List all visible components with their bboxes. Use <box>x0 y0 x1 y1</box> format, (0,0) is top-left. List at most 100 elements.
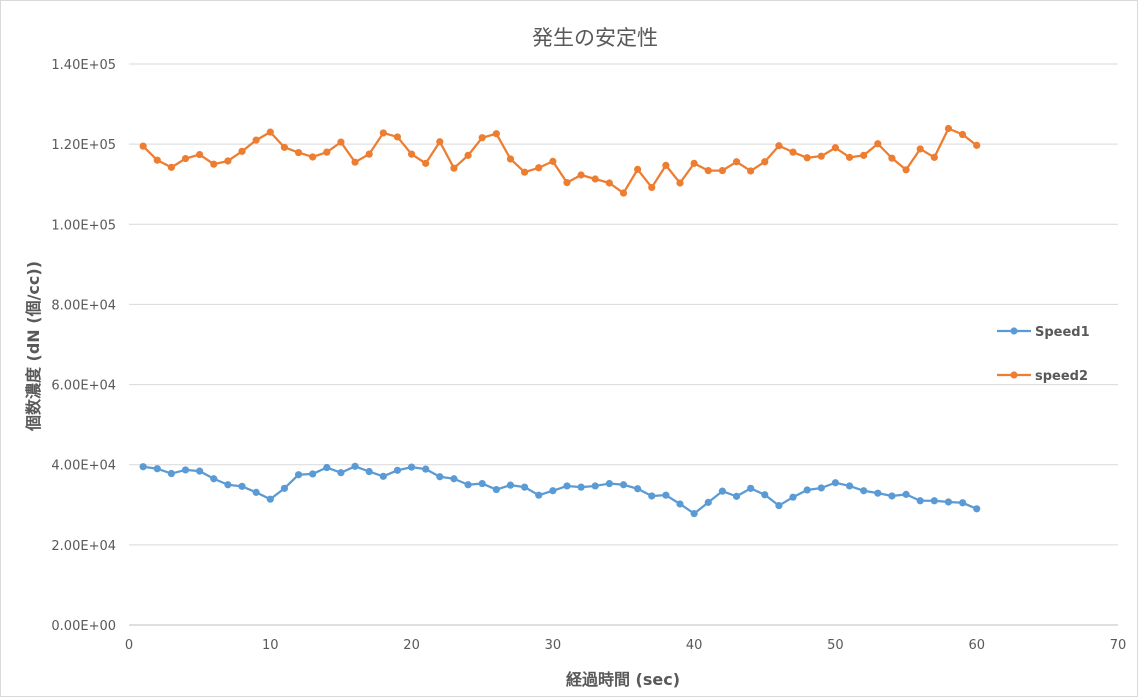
data-point <box>521 168 529 176</box>
data-point <box>407 150 416 158</box>
data-point <box>789 493 797 501</box>
data-point <box>506 155 515 163</box>
data-point <box>266 128 274 136</box>
data-point <box>944 124 953 133</box>
data-point <box>478 479 486 488</box>
data-point <box>775 501 783 510</box>
x-tick-label: 10 <box>262 638 279 653</box>
data-point <box>775 142 783 150</box>
y-axis-label: 個数濃度 (dN (個/cc)) <box>24 261 43 432</box>
data-point <box>704 498 712 506</box>
data-point <box>436 138 444 146</box>
data-point <box>958 130 967 139</box>
data-point <box>280 484 289 492</box>
data-point <box>732 158 741 166</box>
data-point <box>577 483 585 491</box>
data-point <box>761 158 769 166</box>
legend-label: Speed1 <box>1035 325 1090 340</box>
data-point <box>181 466 190 474</box>
data-point <box>153 156 161 164</box>
data-point <box>944 498 953 506</box>
legend-marker <box>1010 327 1018 335</box>
data-point <box>831 479 840 487</box>
data-point <box>252 136 260 144</box>
data-point <box>224 481 232 489</box>
data-point <box>803 486 811 494</box>
data-point <box>874 489 882 497</box>
chart-title: 発生の安定性 <box>532 26 658 50</box>
data-point <box>718 487 727 495</box>
gridlines <box>129 63 1118 546</box>
data-point <box>718 166 727 175</box>
series-line <box>142 465 978 515</box>
data-point <box>704 166 712 175</box>
data-point <box>323 463 331 472</box>
data-point <box>676 500 684 508</box>
x-tick-label: 60 <box>968 638 985 653</box>
data-point <box>210 160 218 168</box>
x-tick-label: 0 <box>125 638 133 653</box>
data-point <box>181 154 190 163</box>
data-point <box>845 482 854 490</box>
data-point <box>492 130 500 138</box>
y-tick-label: 8.00E+04 <box>51 298 116 313</box>
data-point <box>139 463 147 471</box>
data-point <box>874 140 882 148</box>
data-point <box>577 171 585 179</box>
data-point <box>365 467 373 476</box>
data-point <box>648 183 656 192</box>
data-point <box>747 167 755 175</box>
data-point <box>662 161 670 169</box>
y-tick-label: 1.20E+05 <box>51 138 116 153</box>
data-point <box>930 153 938 161</box>
data-point <box>393 133 402 141</box>
data-point <box>365 150 373 158</box>
data-point <box>521 483 529 491</box>
data-point <box>478 134 486 142</box>
data-point <box>323 148 331 156</box>
data-point <box>648 492 656 500</box>
data-point <box>506 481 515 489</box>
data-point <box>958 499 967 507</box>
data-point <box>535 491 543 499</box>
legend-entry-speed1: Speed1 <box>997 325 1090 340</box>
data-point <box>266 495 274 503</box>
data-point <box>761 491 769 499</box>
data-point <box>690 510 698 518</box>
data-point <box>280 143 289 151</box>
data-point <box>605 479 613 488</box>
data-point <box>619 481 628 489</box>
legend-marker <box>1010 371 1018 379</box>
data-point <box>662 491 670 499</box>
data-point <box>619 189 628 197</box>
data-point <box>238 147 246 155</box>
data-point <box>436 473 444 481</box>
data-point <box>379 472 387 480</box>
data-point <box>294 471 303 479</box>
x-tick-label: 70 <box>1110 638 1127 653</box>
data-point <box>535 164 543 172</box>
data-point <box>196 150 204 159</box>
data-point <box>422 465 430 473</box>
x-axis-label: 経過時間 (sec) <box>566 670 680 689</box>
data-point <box>196 467 204 475</box>
data-point <box>634 485 642 493</box>
data-point <box>817 152 825 160</box>
data-point <box>860 487 868 495</box>
data-point <box>817 484 825 492</box>
y-tick-label: 4.00E+04 <box>51 459 116 474</box>
data-point <box>747 484 755 492</box>
data-point <box>422 159 430 167</box>
data-point <box>549 157 557 165</box>
x-tick-label: 40 <box>686 638 703 653</box>
data-point <box>888 154 896 162</box>
y-tick-label: 6.00E+04 <box>51 379 116 394</box>
data-point <box>351 158 359 166</box>
data-point <box>888 492 896 500</box>
x-tick-label: 50 <box>827 638 844 653</box>
series-area <box>139 124 981 518</box>
data-point <box>916 145 924 153</box>
data-point <box>563 179 571 187</box>
data-point <box>167 163 175 171</box>
data-point <box>902 490 910 498</box>
